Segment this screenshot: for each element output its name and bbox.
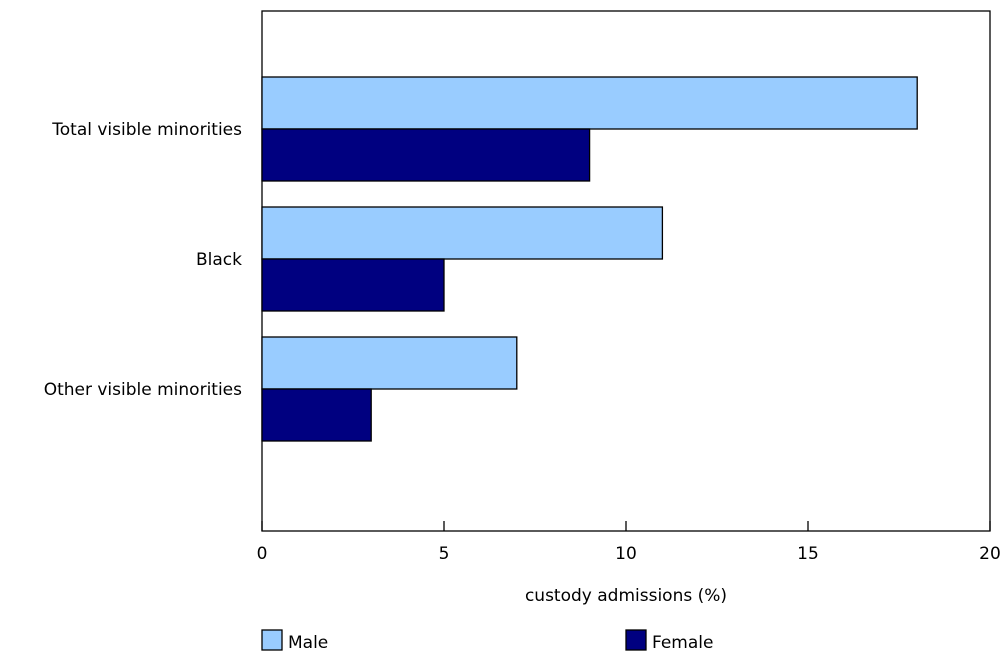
x-tick-label: 0: [257, 544, 268, 564]
legend: Male Female: [261, 629, 713, 651]
bars-group: [261, 76, 918, 442]
legend-label-female: Female: [652, 633, 713, 651]
legend-swatch-female: [625, 629, 647, 651]
legend-swatch-male: [261, 629, 283, 651]
x-axis-title: custody admissions (%): [525, 586, 727, 606]
bar-female-1: [261, 258, 445, 312]
x-tick-label: 20: [979, 544, 1001, 564]
category-label: Other visible minorities: [44, 380, 242, 400]
bar-female-2: [261, 388, 372, 442]
bar-female-0: [261, 128, 591, 182]
category-label: Total visible minorities: [51, 120, 242, 140]
x-tick-label: 10: [615, 544, 637, 564]
x-tick-label: 15: [797, 544, 819, 564]
bar-male-2: [261, 336, 518, 390]
category-labels: Total visible minorities Black Other visib…: [44, 120, 242, 400]
bar-male-1: [261, 206, 664, 260]
bar-male-0: [261, 76, 918, 130]
legend-label-male: Male: [288, 633, 328, 651]
x-tick-label: 5: [439, 544, 450, 564]
x-axis-ticks: 0 5 10 15 20: [257, 521, 1001, 564]
category-label: Black: [196, 250, 242, 270]
